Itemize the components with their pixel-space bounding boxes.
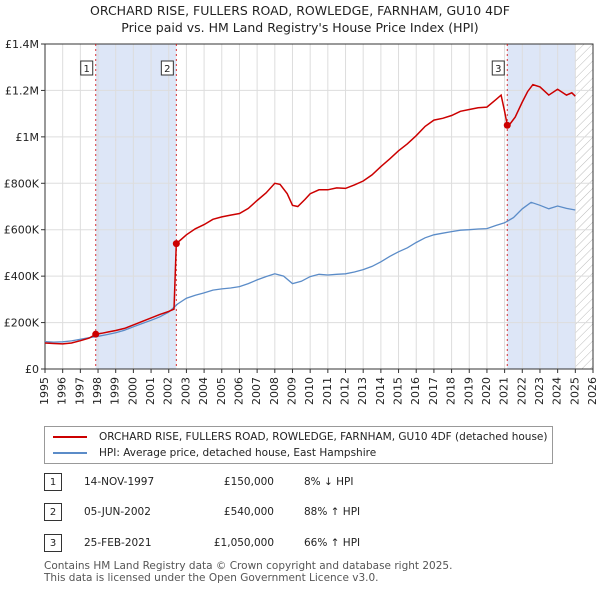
x-tick-label: 1997 [73,377,86,405]
transaction-row: 3 25-FEB-2021 £1,050,000 66% ↑ HPI [44,533,444,553]
y-tick-label: £1M [16,131,40,144]
x-tick-label: 2006 [232,377,245,405]
x-tick-label: 2017 [427,377,440,405]
x-tick-label: 2011 [321,377,334,405]
y-tick-label: £1.4M [5,38,39,51]
transaction-date: 05-JUN-2002 [84,506,151,518]
x-tick-label: 1996 [56,377,69,405]
y-tick-label: £200K [4,317,40,330]
x-tick-label: 2021 [498,377,511,405]
sale-label-box [491,60,505,76]
x-tick-label: 2002 [162,377,175,405]
transaction-price: £540,000 [223,506,274,518]
x-tick-label: 2024 [551,377,564,405]
legend-item-property: ORCHARD RISE, FULLERS ROAD, ROWLEDGE, FA… [45,429,547,445]
x-tick-label: 2005 [215,377,228,405]
x-tick-label: 2016 [409,377,422,405]
legend: ORCHARD RISE, FULLERS ROAD, ROWLEDGE, FA… [44,426,553,464]
x-tick-label: 2001 [144,377,157,405]
hpi-series-line [44,201,576,343]
x-tick-label: 2007 [250,377,263,405]
sale-label-box [80,60,94,76]
future-hatch [575,44,593,369]
sale-label: 1 [84,64,90,75]
footer-licence: This data is licensed under the Open Gov… [44,572,379,584]
transaction-hpi: 66% ↑ HPI [304,537,361,549]
x-tick-label: 1999 [109,377,122,405]
y-tick-label: £800K [4,177,40,190]
sale-point [172,240,180,248]
y-tick-label: £600K [4,224,40,237]
x-tick-label: 1998 [91,377,104,405]
chart-subtitle: Price paid vs. HM Land Registry's House … [121,20,479,35]
sale-point [92,330,100,338]
transaction-row: 2 05-JUN-2002 £540,000 88% ↑ HPI [44,502,444,522]
legend-swatch-hpi [53,452,87,454]
sale-point [503,121,511,129]
sale-label-box [160,60,174,76]
transaction-hpi: 88% ↑ HPI [304,506,361,518]
y-tick-label: £400K [4,270,40,283]
price-chart: 1995 1996 1997 1998 1999 2000 2001 2002 2003 2004… [4,38,599,405]
legend-label-hpi: HPI: Average price, detached house, East… [99,447,377,459]
x-tick-label: 2020 [480,377,493,405]
x-tick-label: 2019 [462,377,475,405]
sale-label: 2 [164,64,170,75]
transaction-row: 1 14-NOV-1997 £150,000 8% ↓ HPI [44,472,444,492]
x-tick-label: 2023 [533,377,546,405]
transaction-price: £150,000 [223,476,274,488]
footer: Contains HM Land Registry data © Crown c… [44,560,452,584]
legend-label-property: ORCHARD RISE, FULLERS ROAD, ROWLEDGE, FA… [99,431,548,443]
transaction-price: £1,050,000 [213,537,274,549]
x-tick-label: 2009 [285,377,298,405]
x-tick-label: 2014 [374,377,387,405]
x-tick-label: 2026 [586,377,599,405]
footer-copyright: Contains HM Land Registry data © Crown c… [44,560,453,572]
chart-title: ORCHARD RISE, FULLERS ROAD, ROWLEDGE, FA… [90,3,510,18]
transaction-date: 25-FEB-2021 [84,537,152,549]
x-tick-label: 2025 [568,377,581,405]
plot-frame [44,43,594,370]
x-tick-label: 2004 [197,377,210,405]
x-tick-label: 2000 [126,377,139,405]
x-tick-label: 2010 [303,377,316,405]
legend-swatch-property [53,436,87,438]
sale-to-sale-shade [95,44,177,369]
transaction-number: 3 [44,534,62,552]
x-tick-label: 2008 [268,377,281,405]
transaction-date: 14-NOV-1997 [84,476,155,488]
x-tick-label: 2018 [445,377,458,405]
transaction-number: 2 [44,503,62,521]
sale-label: 3 [495,64,501,75]
x-tick-label: 1995 [38,377,51,405]
y-tick-label: £0 [25,363,39,376]
x-tick-label: 2003 [179,377,192,405]
x-tick-label: 2022 [515,377,528,405]
x-tick-label: 2012 [339,377,352,405]
x-tick-label: 2015 [392,377,405,405]
legend-item-hpi: HPI: Average price, detached house, East… [45,445,376,461]
property-series-line [44,83,576,345]
transaction-hpi: 8% ↓ HPI [304,476,354,488]
x-tick-label: 2013 [356,377,369,405]
y-tick-label: £1.2M [5,84,39,97]
transaction-number: 1 [44,473,62,491]
